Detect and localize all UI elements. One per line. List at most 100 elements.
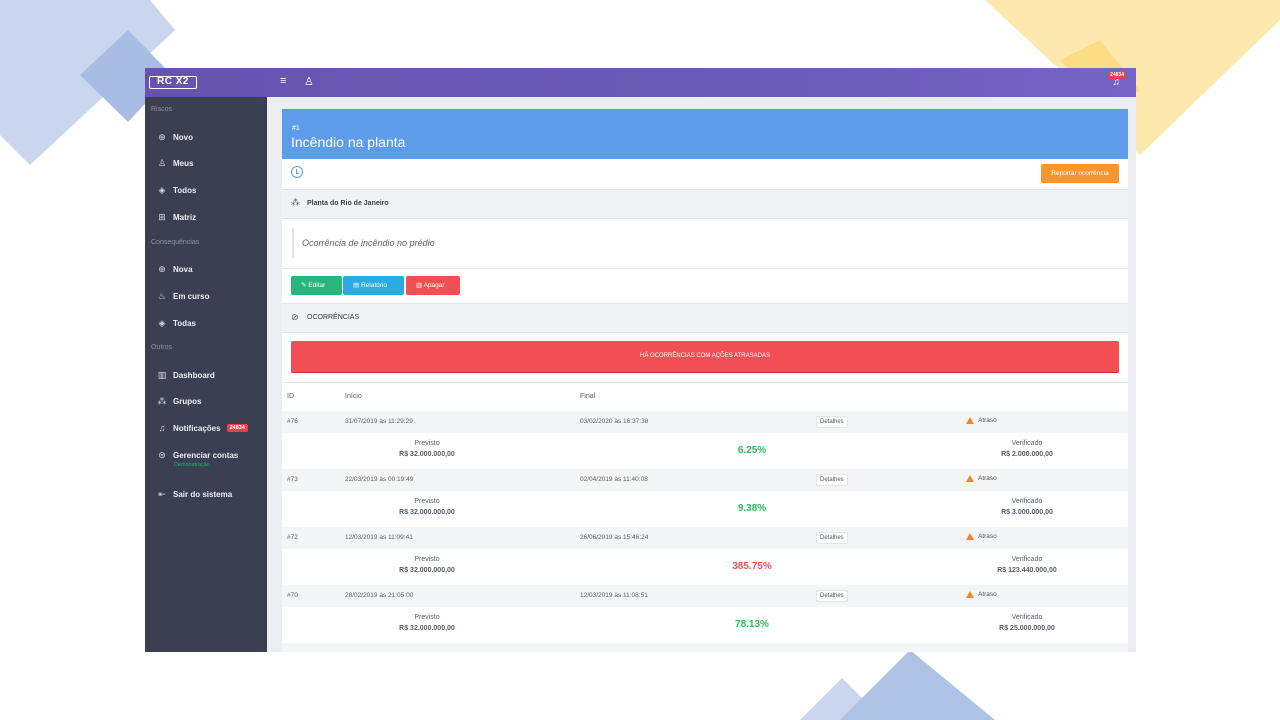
file-icon: ▤ [353,282,361,289]
sidebar-item-nova[interactable]: ⊕ Nova [157,263,192,275]
risk-id: #1 [292,125,300,132]
account-subtitle: Demonstração [174,462,210,468]
sidebar-item-label: Em curso [173,291,210,301]
layers-icon: ◈ [158,317,166,328]
sidebar-item-notificacoes[interactable]: ♫ Notificações 24834 [157,422,248,434]
verified-value: R$ 3.000.000,00 [1001,509,1053,516]
sidebar-item-meus[interactable]: ♙ Meus [157,157,194,169]
location-band: ⁂ Planta do Rio de Janeiro [282,189,1128,219]
predicted-value: R$ 32.000.000,00 [399,509,455,516]
sidebar-item-label: Todas [173,318,196,328]
risk-description: Ocorrência de incêndio no prédio [292,228,435,258]
occurrences-band: ⊘ OCORRÊNCIAS [282,303,1128,333]
sidebar-item-novo[interactable]: ⊕ Novo [157,131,193,143]
edit-button[interactable]: ✎ Editar [291,276,342,295]
location-name: Planta do Rio de Janeiro [307,200,389,207]
verified-label: Verificado [1011,614,1043,621]
sidebar-item-label: Notificações [173,423,221,433]
logout-icon: ⇤ [158,488,166,499]
occurrence-start: 28/02/2019 às 21:05:00 [345,592,414,599]
pencil-icon: ✎ [301,282,309,289]
details-button[interactable]: Detalhes [816,532,848,544]
sidebar-item-gerenciar-contas[interactable]: ⊜ Gerenciar contas [157,449,238,461]
predicted-label: Previsto [414,556,440,563]
late-actions-alert: HÁ OCORRÊNCIAS COM AÇÕES ATRASADAS [291,341,1119,372]
sidebar-item-label: Matriz [173,212,197,222]
verified-value: R$ 123.440.000,00 [997,567,1057,574]
percent-value: 6.25% [737,445,767,456]
sidebar-item-todas[interactable]: ◈ Todas [157,317,196,329]
menu-toggle-icon[interactable]: ≡ [280,75,287,87]
predicted-label: Previsto [414,614,440,621]
warning-icon [966,533,974,540]
predicted-cell: Previsto R$ 32.000.000,00 [372,607,482,632]
bell-icon[interactable]: ♫ [1112,77,1121,88]
delete-button[interactable]: ▥ Apagar [406,276,460,295]
sidebar-section-title: Outros [151,344,173,351]
verified-label: Verificado [1011,498,1043,505]
sidebar-item-label: Sair do sistema [173,489,233,499]
edit-label: Editar [308,282,326,289]
sidebar-item-sair[interactable]: ⇤ Sair do sistema [157,488,232,500]
app-window: RC X2 ≡ ♙ ♫ 24834 Riscos ⊕ Novo ♙ Meus ◈ To… [145,68,1136,652]
occurrence-id: #73 [287,476,298,483]
page-title: Incêndio na planta [291,134,406,150]
details-button[interactable]: Detalhes [816,416,848,428]
table-row-values: Previsto R$ 32.000.000,00 385.75% Verific… [282,549,1128,585]
sidebar-item-em-curso[interactable]: ♨ Em curso [157,290,210,302]
column-header-start: Início [345,393,362,400]
bell-icon: ♫ [158,423,166,433]
predicted-cell: Previsto R$ 32.000.000,00 [372,433,482,458]
occurrence-id: #72 [287,534,298,541]
sidebar-item-matriz[interactable]: ⊞ Matriz [157,211,196,223]
table-row-partial [282,643,1128,652]
table-row-values: Previsto R$ 32.000.000,00 78.13% Verifica… [282,607,1128,643]
app-logo: RC X2 [149,76,197,89]
user-icon[interactable]: ♙ [304,76,314,88]
sidebar-item-dashboard[interactable]: ▥ Dashboard [157,369,215,381]
predicted-cell: Previsto R$ 32.000.000,00 [372,549,482,574]
occurrence-id: #76 [287,418,298,425]
predicted-value: R$ 32.000.000,00 [399,567,455,574]
account-icon: ⊜ [158,449,166,460]
risk-header: #1 Incêndio na planta [282,109,1128,159]
sidebar-item-label: Meus [173,158,194,168]
predicted-value: R$ 32.000.000,00 [399,625,455,632]
percent-value: 78.13% [735,619,769,630]
verified-value: R$ 25.000.000,00 [999,625,1055,632]
occurrence-end: 03/02/2020 às 16:37:38 [580,418,649,425]
sitemap-icon: ⁂ [291,197,300,207]
verified-value: R$ 2.000.000,00 [1001,451,1053,458]
occurrence-start: 22/03/2019 às 00:19:49 [345,476,414,483]
details-button[interactable]: Detalhes [816,474,848,486]
plus-circle-icon: ⊕ [158,263,166,274]
status-badge: Atraso [966,533,997,540]
sidebar-section-title: Riscos [151,106,173,113]
column-header-id: ID [287,393,294,400]
status-label: Atraso [978,533,997,540]
top-bar: RC X2 ≡ ♙ ♫ 24834 [145,68,1136,97]
report-label: Relatório [360,282,387,289]
fire-icon: ♨ [157,290,167,301]
sidebar-item-todos[interactable]: ◈ Todos [157,184,197,196]
details-button[interactable]: Detalhes [816,590,848,602]
verified-label: Verificado [1011,556,1043,563]
sidebar-item-label: Gerenciar contas [173,450,239,460]
table-row: #73 22/03/2019 às 00:19:49 02/04/2019 às… [282,469,1128,491]
report-button[interactable]: ▤ Relatório [343,276,404,295]
notification-badge: 24834 [226,424,248,432]
section-title: OCORRÊNCIAS [307,314,360,321]
occurrence-end: 02/04/2019 às 11:40:08 [580,476,648,483]
table-row-values: Previsto R$ 32.000.000,00 6.25% Verificad… [282,433,1128,469]
sidebar-item-grupos[interactable]: ⁂ Grupos [157,395,202,407]
layers-icon: ◈ [158,184,166,195]
occurrence-end: 12/03/2019 às 11:08:51 [580,592,648,599]
notification-count-badge: 24834 [1108,71,1126,79]
warning-icon [966,591,974,598]
verified-cell: Verificado R$ 25.000.000,00 [972,607,1082,632]
clock-icon [291,166,303,178]
sidebar-item-label: Dashboard [173,370,215,380]
table-row: #72 12/03/2019 às 11:09:41 26/06/2019 às… [282,527,1128,549]
check-circle-icon: ⊘ [291,312,299,322]
report-occurrence-button[interactable]: Reportar ocorrência [1041,164,1119,183]
